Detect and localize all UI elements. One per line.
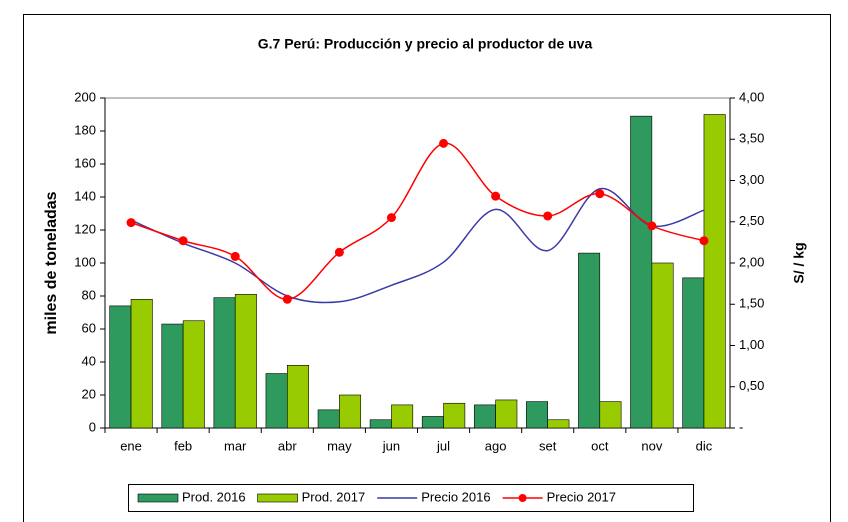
point: [126, 218, 136, 228]
point: [178, 236, 188, 246]
legend-swatch: [137, 493, 179, 503]
point: [386, 213, 396, 223]
point: [282, 294, 292, 304]
point: [647, 221, 657, 231]
y2-tick-label: 0,50: [739, 378, 764, 393]
y-tick-label: 60: [82, 320, 96, 335]
point: [699, 236, 709, 246]
bar: [599, 401, 622, 429]
x-tick-label: oct: [591, 438, 609, 453]
bar: [213, 297, 236, 429]
y-tick-label: 40: [82, 353, 96, 368]
bar: [317, 409, 340, 429]
bar: [286, 364, 309, 429]
y2-tick-label: 3,50: [739, 131, 764, 146]
y2-tick-label: 4,00: [739, 89, 764, 104]
y-tick-label: 180: [74, 122, 96, 137]
bar: [161, 323, 184, 429]
y2-axis-label: S/ / kg: [791, 242, 807, 283]
bar: [547, 419, 570, 429]
bar: [265, 373, 288, 429]
bar: [109, 305, 132, 429]
y-tick-label: 80: [82, 287, 96, 302]
bar: [630, 115, 653, 429]
chart-title: G.7 Perú: Producción y precio al product…: [258, 36, 593, 52]
y2-tick-label: -: [739, 419, 743, 434]
x-tick-label: nov: [641, 438, 662, 453]
point: [595, 189, 605, 199]
bar: [369, 419, 392, 429]
y-tick-label: 100: [74, 254, 96, 269]
x-tick-label: feb: [174, 438, 192, 453]
y-tick-label: 20: [82, 386, 96, 401]
x-tick-label: ene: [120, 438, 142, 453]
bar: [182, 320, 205, 429]
x-tick-label: ago: [485, 438, 507, 453]
line: [130, 187, 705, 304]
y-tick-label: 200: [74, 89, 96, 104]
x-tick-label: jul: [436, 438, 450, 453]
y-tick-label: 160: [74, 155, 96, 170]
bar: [651, 262, 674, 429]
bar: [578, 252, 601, 429]
y2-tick-label: 2,00: [739, 254, 764, 269]
bar: [526, 401, 549, 429]
x-tick-label: dic: [696, 438, 713, 453]
x-tick-label: abr: [278, 438, 297, 453]
x-tick-label: set: [539, 438, 557, 453]
bar: [473, 404, 496, 429]
bar: [703, 114, 726, 429]
bar: [339, 394, 362, 429]
bar: [495, 399, 518, 429]
point: [439, 138, 449, 148]
legend-label: Precio 2016: [421, 489, 490, 504]
y-axis-label: miles de toneladas: [43, 191, 60, 334]
point: [230, 251, 240, 261]
point: [543, 211, 553, 221]
legend-label: Prod. 2017: [302, 489, 366, 504]
legend-marker: [518, 494, 527, 502]
y2-tick-label: 2,50: [739, 213, 764, 228]
bar: [421, 416, 444, 429]
point: [334, 247, 344, 257]
y-tick-label: 0: [89, 419, 96, 434]
bar: [130, 298, 153, 429]
legend-label: Prod. 2016: [182, 489, 246, 504]
bar: [391, 404, 414, 429]
x-tick-label: mar: [224, 438, 247, 453]
bar: [234, 294, 257, 429]
y2-tick-label: 1,50: [739, 296, 764, 311]
legend-label: Precio 2017: [547, 489, 616, 504]
y2-tick-label: 3,00: [739, 172, 764, 187]
x-tick-label: jun: [382, 438, 400, 453]
bar: [682, 277, 705, 429]
x-tick-label: may: [327, 438, 352, 453]
y-tick-label: 120: [74, 221, 96, 236]
point: [491, 191, 501, 201]
y2-tick-label: 1,00: [739, 337, 764, 352]
y-tick-label: 140: [74, 188, 96, 203]
legend-swatch: [257, 493, 298, 503]
bar: [443, 402, 466, 429]
